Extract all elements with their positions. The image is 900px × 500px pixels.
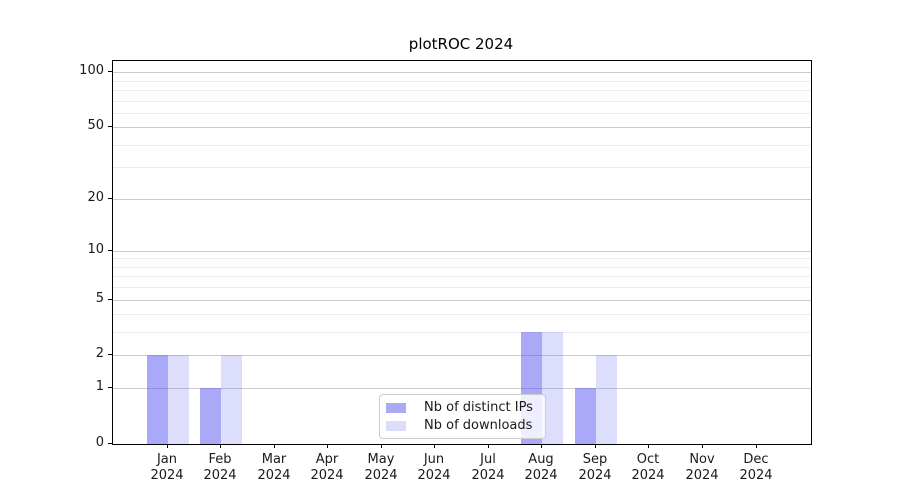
- gridline-minor-90: [113, 81, 811, 82]
- gridline-major-5: [113, 300, 811, 301]
- gridline-minor-8: [113, 267, 811, 268]
- x-tick-label-jul: Jul 2024: [471, 452, 505, 483]
- legend-swatch-distinct-ips: [386, 402, 406, 413]
- x-tick-mark-jul: [488, 444, 489, 448]
- bar-nb-of-downloads-jan: [168, 355, 189, 444]
- legend: Nb of distinct IPs Nb of downloads: [379, 394, 546, 439]
- y-tick-mark-20: [108, 198, 112, 199]
- x-tick-mark-sep: [595, 444, 596, 448]
- y-tick-mark-50: [108, 126, 112, 127]
- y-tick-mark-100: [108, 71, 112, 72]
- chart-title: plotROC 2024: [408, 35, 514, 53]
- y-tick-mark-1: [108, 387, 112, 388]
- y-tick-label-1: 1: [95, 379, 104, 394]
- x-tick-label-apr: Apr 2024: [310, 452, 344, 483]
- x-tick-label-oct: Oct 2024: [631, 452, 665, 483]
- x-tick-mark-feb: [220, 444, 221, 448]
- gridline-minor-80: [113, 90, 811, 91]
- x-tick-label-jun: Jun 2024: [417, 452, 451, 483]
- bar-nb-of-downloads-aug: [542, 332, 563, 444]
- x-tick-mark-apr: [327, 444, 328, 448]
- gridline-major-2: [113, 355, 811, 356]
- gridline-major-10: [113, 251, 811, 252]
- gridline-major-100: [113, 72, 811, 73]
- legend-item-distinct-ips: Nb of distinct IPs: [386, 400, 537, 415]
- plot-area: Nb of distinct IPs Nb of downloads: [112, 60, 812, 445]
- legend-item-downloads: Nb of downloads: [386, 418, 537, 433]
- x-tick-label-jan: Jan 2024: [150, 452, 184, 483]
- x-tick-label-feb: Feb 2024: [203, 452, 237, 483]
- gridline-minor-30: [113, 167, 811, 168]
- x-tick-label-aug: Aug 2024: [524, 452, 558, 483]
- y-tick-label-50: 50: [87, 118, 104, 133]
- bar-nb-of-downloads-feb: [221, 355, 242, 444]
- gridline-major-50: [113, 127, 811, 128]
- bar-nb-of-downloads-sep: [596, 355, 617, 444]
- legend-swatch-downloads: [386, 420, 406, 431]
- x-tick-mark-aug: [541, 444, 542, 448]
- y-tick-mark-2: [108, 354, 112, 355]
- y-tick-label-20: 20: [87, 190, 104, 205]
- x-tick-mark-dec: [756, 444, 757, 448]
- x-tick-mark-jan: [167, 444, 168, 448]
- plot-canvas: [113, 61, 811, 444]
- y-tick-label-2: 2: [95, 346, 104, 361]
- x-tick-label-may: May 2024: [364, 452, 398, 483]
- gridline-major-20: [113, 199, 811, 200]
- legend-label-downloads: Nb of downloads: [424, 418, 533, 433]
- gridline-minor-7: [113, 276, 811, 277]
- y-tick-label-10: 10: [87, 242, 104, 257]
- y-tick-label-100: 100: [79, 63, 104, 78]
- x-tick-label-dec: Dec 2024: [739, 452, 773, 483]
- gridline-minor-9: [113, 258, 811, 259]
- x-tick-mark-nov: [702, 444, 703, 448]
- bar-nb-of-distinct-ips-jan: [147, 355, 168, 444]
- bar-nb-of-distinct-ips-feb: [200, 388, 221, 444]
- gridline-minor-70: [113, 101, 811, 102]
- x-tick-label-nov: Nov 2024: [685, 452, 719, 483]
- x-tick-mark-jun: [434, 444, 435, 448]
- gridline-minor-6: [113, 287, 811, 288]
- y-tick-label-0: 0: [95, 435, 104, 450]
- x-tick-label-sep: Sep 2024: [578, 452, 612, 483]
- gridline-minor-60: [113, 113, 811, 114]
- gridline-minor-4: [113, 314, 811, 315]
- x-tick-label-mar: Mar 2024: [257, 452, 291, 483]
- gridline-minor-40: [113, 145, 811, 146]
- y-tick-mark-10: [108, 250, 112, 251]
- bar-nb-of-distinct-ips-sep: [575, 388, 596, 444]
- x-tick-mark-oct: [648, 444, 649, 448]
- x-tick-mark-may: [381, 444, 382, 448]
- x-tick-mark-mar: [274, 444, 275, 448]
- y-tick-label-5: 5: [95, 291, 104, 306]
- legend-label-distinct-ips: Nb of distinct IPs: [424, 400, 533, 415]
- gridline-minor-3: [113, 332, 811, 333]
- y-tick-mark-5: [108, 299, 112, 300]
- gridline-major-1: [113, 388, 811, 389]
- y-tick-mark-0: [108, 443, 112, 444]
